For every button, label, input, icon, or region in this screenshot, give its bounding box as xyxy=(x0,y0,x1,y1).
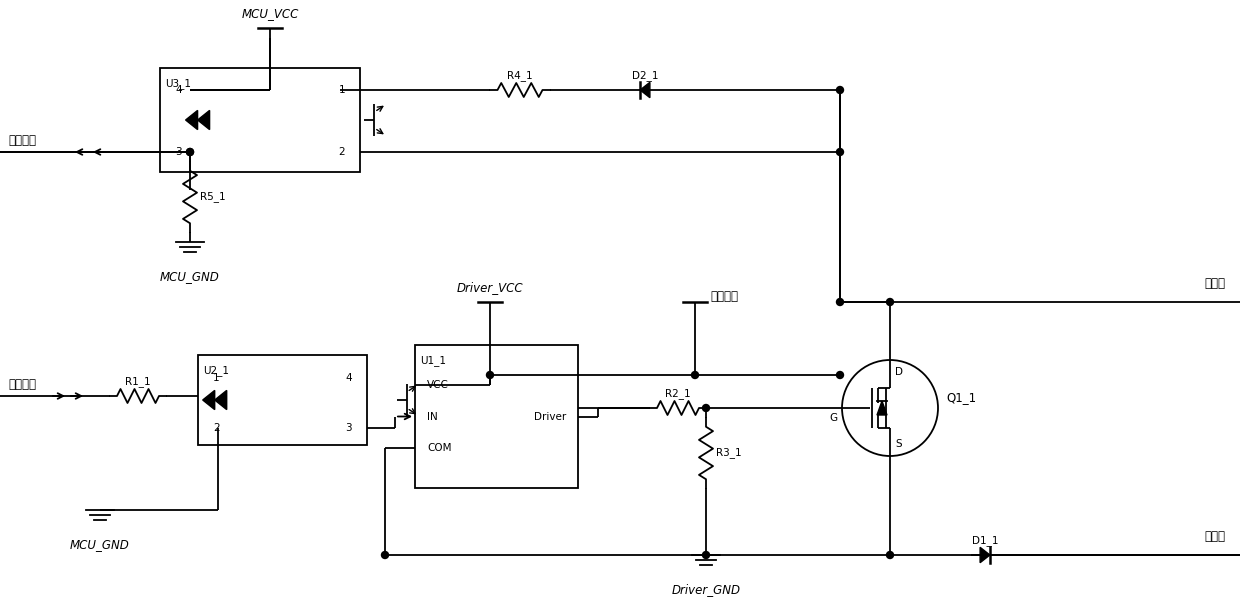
Circle shape xyxy=(186,149,193,155)
Text: Driver: Driver xyxy=(533,411,565,422)
Text: MCU_GND: MCU_GND xyxy=(160,270,219,283)
Text: VCC: VCC xyxy=(427,380,449,390)
Text: U3_1: U3_1 xyxy=(165,78,191,89)
Text: Driver_VCC: Driver_VCC xyxy=(456,281,523,295)
Text: U1_1: U1_1 xyxy=(420,355,446,366)
Text: R3_1: R3_1 xyxy=(715,448,742,458)
Circle shape xyxy=(186,149,193,155)
Circle shape xyxy=(887,551,894,559)
Text: Q1_1: Q1_1 xyxy=(946,391,976,405)
Text: S: S xyxy=(895,439,901,449)
Polygon shape xyxy=(640,82,650,98)
Polygon shape xyxy=(215,390,227,410)
Polygon shape xyxy=(197,111,210,130)
Text: 输入端: 输入端 xyxy=(1204,277,1225,290)
Circle shape xyxy=(703,551,709,559)
Bar xyxy=(198,355,367,445)
Text: R5_1: R5_1 xyxy=(200,191,226,202)
Polygon shape xyxy=(877,401,887,415)
Circle shape xyxy=(887,298,894,306)
Text: U2_1: U2_1 xyxy=(203,365,229,376)
Circle shape xyxy=(486,371,494,379)
Text: D2_1: D2_1 xyxy=(631,71,658,82)
Text: 2: 2 xyxy=(213,423,219,433)
Text: 驱动电源: 驱动电源 xyxy=(711,289,738,303)
Text: 驱动信号: 驱动信号 xyxy=(7,378,36,391)
Text: D1_1: D1_1 xyxy=(972,536,998,547)
Text: R4_1: R4_1 xyxy=(507,71,533,82)
Text: D: D xyxy=(895,367,903,377)
Text: 4: 4 xyxy=(175,85,181,95)
Text: 4: 4 xyxy=(346,373,352,383)
Text: R1_1: R1_1 xyxy=(125,376,151,387)
Circle shape xyxy=(703,405,709,411)
Circle shape xyxy=(837,149,843,155)
Circle shape xyxy=(837,86,843,94)
Text: 2: 2 xyxy=(339,147,345,157)
Circle shape xyxy=(837,371,843,379)
Text: R2_1: R2_1 xyxy=(665,388,691,399)
Text: 3: 3 xyxy=(175,147,181,157)
Text: 3: 3 xyxy=(346,423,352,433)
Polygon shape xyxy=(186,111,197,130)
Text: MCU_GND: MCU_GND xyxy=(71,538,130,551)
Text: 反馈信号: 反馈信号 xyxy=(7,133,36,147)
Circle shape xyxy=(692,371,698,379)
Text: IN: IN xyxy=(427,411,438,422)
Polygon shape xyxy=(980,547,990,563)
Polygon shape xyxy=(202,390,215,410)
Text: 输出端: 输出端 xyxy=(1204,530,1225,543)
Text: COM: COM xyxy=(427,443,451,453)
Text: 1: 1 xyxy=(339,85,345,95)
Text: G: G xyxy=(828,413,837,423)
Circle shape xyxy=(382,551,388,559)
Text: Driver_GND: Driver_GND xyxy=(672,583,740,596)
Circle shape xyxy=(837,298,843,306)
Bar xyxy=(415,345,578,488)
Bar xyxy=(160,68,360,172)
Text: MCU_VCC: MCU_VCC xyxy=(242,7,299,21)
Text: 1: 1 xyxy=(213,373,219,383)
